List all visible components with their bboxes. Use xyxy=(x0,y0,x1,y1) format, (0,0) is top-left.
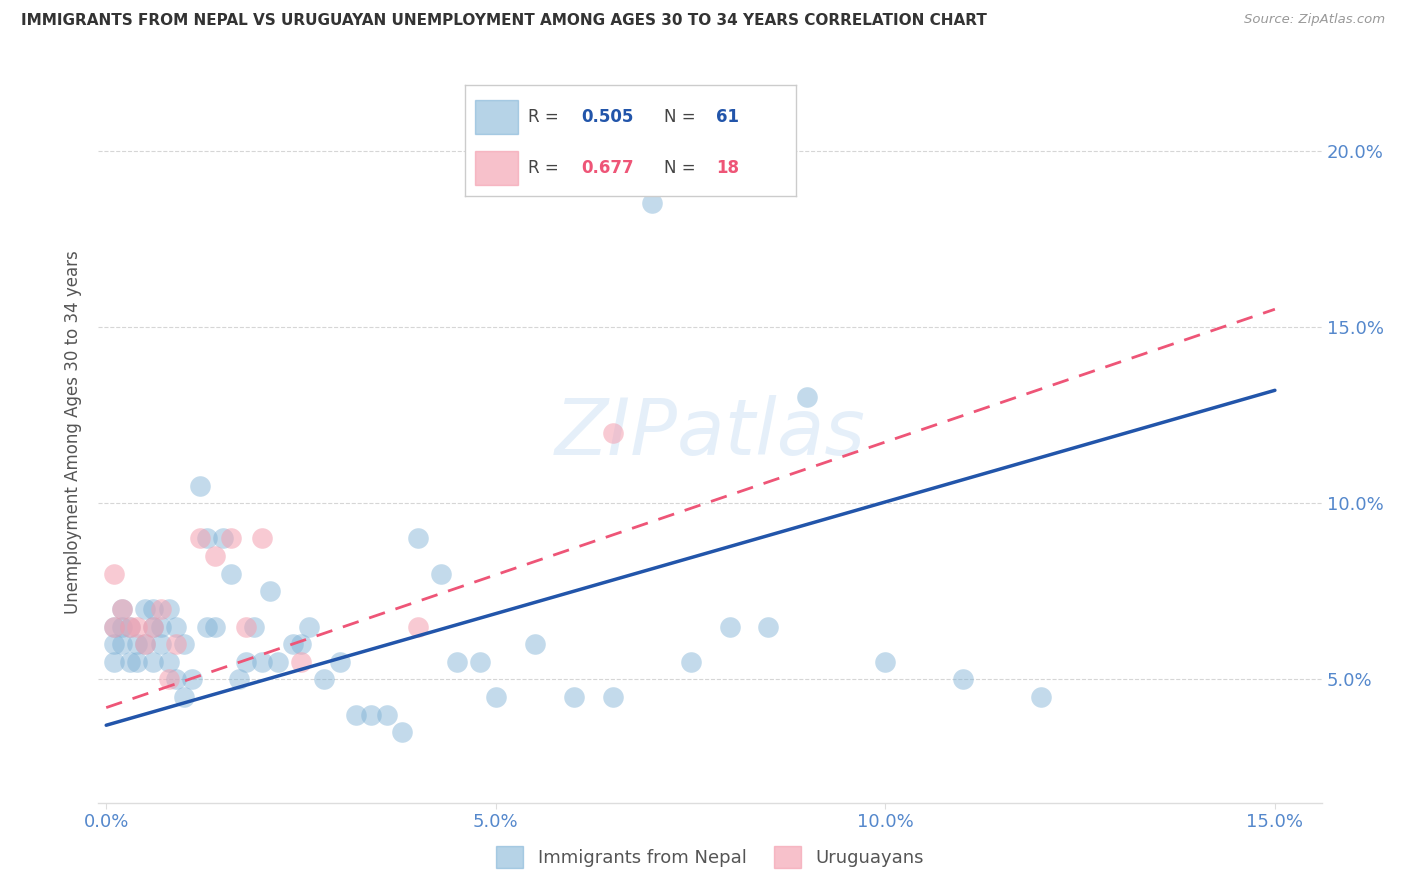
Point xyxy=(290,637,312,651)
Point xyxy=(1031,690,1053,704)
Point xyxy=(111,637,134,651)
Point xyxy=(188,532,211,546)
Point xyxy=(157,602,180,616)
Point xyxy=(952,673,974,687)
Point xyxy=(103,566,125,581)
Point xyxy=(111,602,134,616)
Point xyxy=(103,619,125,633)
Point xyxy=(197,532,219,546)
Point xyxy=(103,655,125,669)
Point xyxy=(142,619,165,633)
Point xyxy=(142,619,165,633)
Point xyxy=(266,655,288,669)
Point xyxy=(470,655,492,669)
Point xyxy=(243,619,266,633)
Point xyxy=(406,619,429,633)
Point xyxy=(197,619,219,633)
Point xyxy=(259,584,281,599)
Point xyxy=(188,478,211,492)
Point xyxy=(640,196,662,211)
Point xyxy=(118,619,141,633)
Point xyxy=(602,690,624,704)
Point xyxy=(235,655,257,669)
Point xyxy=(250,532,273,546)
Point xyxy=(602,425,624,440)
Point xyxy=(212,532,235,546)
Point xyxy=(485,690,508,704)
Point xyxy=(134,637,156,651)
Point xyxy=(758,619,780,633)
Point xyxy=(204,619,226,633)
Point xyxy=(157,655,180,669)
Point xyxy=(165,619,187,633)
Point xyxy=(157,673,180,687)
Point xyxy=(134,602,156,616)
Point xyxy=(875,655,897,669)
Point xyxy=(127,619,149,633)
Point xyxy=(360,707,382,722)
Point xyxy=(142,655,165,669)
Point xyxy=(111,602,134,616)
Point xyxy=(796,390,818,404)
Point xyxy=(375,707,398,722)
Point xyxy=(718,619,741,633)
Point xyxy=(149,637,172,651)
Point xyxy=(329,655,352,669)
Point xyxy=(149,619,172,633)
Text: ZIPatlas: ZIPatlas xyxy=(554,394,866,471)
Point xyxy=(204,549,226,563)
Point xyxy=(142,602,165,616)
Point xyxy=(391,725,413,739)
Point xyxy=(523,637,546,651)
Point xyxy=(103,619,125,633)
Point xyxy=(180,673,202,687)
Point xyxy=(219,566,242,581)
Point xyxy=(406,532,429,546)
Point xyxy=(103,637,125,651)
Legend: Immigrants from Nepal, Uruguayans: Immigrants from Nepal, Uruguayans xyxy=(489,838,931,875)
Point xyxy=(314,673,336,687)
Point xyxy=(430,566,453,581)
Text: Source: ZipAtlas.com: Source: ZipAtlas.com xyxy=(1244,13,1385,27)
Point xyxy=(344,707,367,722)
Point xyxy=(250,655,273,669)
Point xyxy=(173,690,195,704)
Point xyxy=(219,532,242,546)
Point xyxy=(290,655,312,669)
Point xyxy=(235,619,257,633)
Point xyxy=(173,637,195,651)
Point xyxy=(134,637,156,651)
Text: IMMIGRANTS FROM NEPAL VS URUGUAYAN UNEMPLOYMENT AMONG AGES 30 TO 34 YEARS CORREL: IMMIGRANTS FROM NEPAL VS URUGUAYAN UNEMP… xyxy=(21,13,987,29)
Point xyxy=(446,655,468,669)
Point xyxy=(165,637,187,651)
Point xyxy=(228,673,250,687)
Point xyxy=(127,655,149,669)
Point xyxy=(679,655,702,669)
Point xyxy=(298,619,321,633)
Point xyxy=(127,637,149,651)
Point xyxy=(118,619,141,633)
Point xyxy=(283,637,305,651)
Y-axis label: Unemployment Among Ages 30 to 34 years: Unemployment Among Ages 30 to 34 years xyxy=(65,251,83,615)
Point xyxy=(149,602,172,616)
Point xyxy=(562,690,585,704)
Point xyxy=(111,619,134,633)
Point xyxy=(165,673,187,687)
Point xyxy=(118,655,141,669)
